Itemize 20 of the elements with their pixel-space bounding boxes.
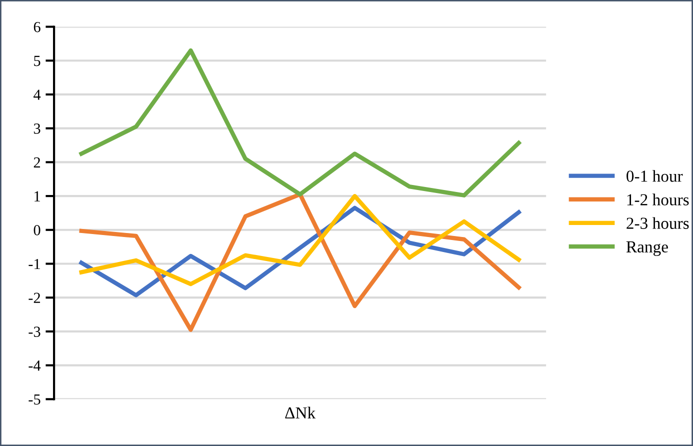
y-tick-label: 5 bbox=[34, 56, 40, 66]
y-tick-label: 3 bbox=[34, 124, 40, 134]
x-axis-title: ΔNk bbox=[285, 406, 316, 418]
legend-label: Range bbox=[626, 241, 668, 256]
y-tick-label: 0 bbox=[34, 225, 40, 236]
y-tick-label: 6 bbox=[34, 22, 40, 32]
y-tick-label: 1 bbox=[34, 191, 40, 202]
y-tick-label: 2 bbox=[34, 157, 40, 168]
legend-label: 2-3 hours bbox=[626, 217, 689, 229]
y-tick-label: -4 bbox=[28, 360, 41, 371]
legend-label: 1-2 hours bbox=[627, 194, 689, 206]
line-series bbox=[79, 48, 521, 198]
y-tick-label: -3 bbox=[28, 326, 40, 337]
legend-label: 0-1 hour bbox=[626, 170, 683, 182]
line-series bbox=[79, 194, 521, 286]
y-tick-label: -5 bbox=[28, 394, 40, 405]
y-tick-label: -1 bbox=[28, 258, 40, 270]
line-series bbox=[79, 192, 521, 332]
y-tick-label: 4 bbox=[34, 90, 41, 100]
y-tick-label: -2 bbox=[28, 292, 40, 303]
